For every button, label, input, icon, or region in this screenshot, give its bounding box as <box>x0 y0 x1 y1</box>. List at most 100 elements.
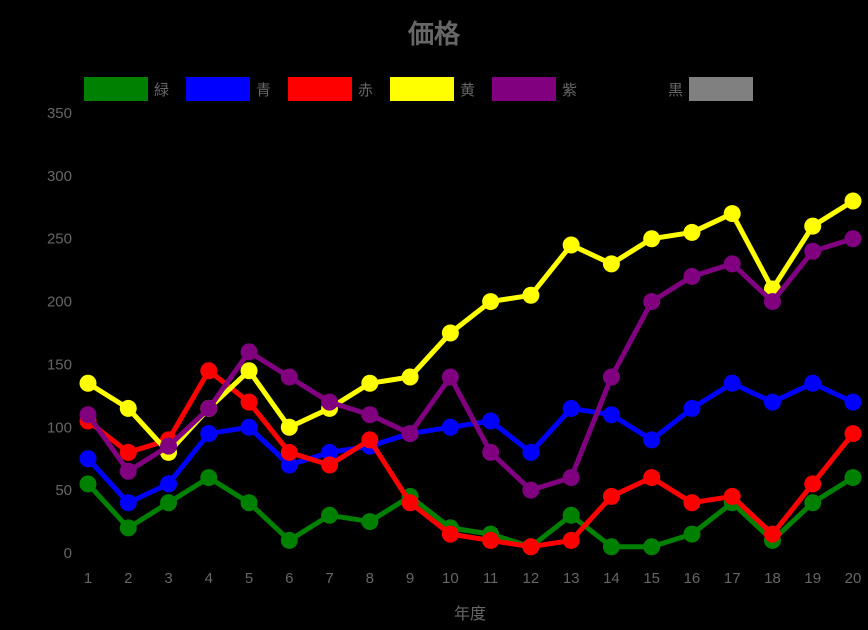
data-point[interactable] <box>522 538 540 556</box>
data-point[interactable] <box>200 399 218 417</box>
data-point[interactable] <box>240 393 258 411</box>
data-point[interactable] <box>522 286 540 304</box>
y-tick-label: 250 <box>47 231 72 248</box>
data-point[interactable] <box>723 255 741 273</box>
data-point[interactable] <box>482 443 500 461</box>
data-point[interactable] <box>321 443 339 461</box>
data-point[interactable] <box>79 374 97 392</box>
data-point[interactable] <box>683 223 701 241</box>
data-point[interactable] <box>763 393 781 411</box>
legend-item[interactable]: 緑 <box>84 77 175 101</box>
data-point[interactable] <box>844 469 862 487</box>
data-point[interactable] <box>321 456 339 474</box>
data-point[interactable] <box>361 374 379 392</box>
data-point[interactable] <box>361 513 379 531</box>
data-point[interactable] <box>844 425 862 443</box>
data-point[interactable] <box>643 538 661 556</box>
legend-item[interactable]: 黄 <box>390 77 481 101</box>
data-point[interactable] <box>240 343 258 361</box>
data-point[interactable] <box>361 431 379 449</box>
data-point[interactable] <box>280 443 298 461</box>
data-point[interactable] <box>401 425 419 443</box>
x-axis-title: 年度 <box>453 604 486 623</box>
data-point[interactable] <box>119 399 137 417</box>
legend-swatch <box>390 77 454 101</box>
data-point[interactable] <box>482 412 500 430</box>
data-point[interactable] <box>643 469 661 487</box>
data-point[interactable] <box>79 475 97 493</box>
data-point[interactable] <box>723 374 741 392</box>
data-point[interactable] <box>804 374 822 392</box>
legend-item[interactable]: 黒 <box>662 77 754 101</box>
data-point[interactable] <box>441 418 459 436</box>
data-point[interactable] <box>160 494 178 512</box>
data-point[interactable] <box>441 368 459 386</box>
data-point[interactable] <box>119 494 137 512</box>
data-point[interactable] <box>723 487 741 505</box>
legend-item[interactable]: 赤 <box>288 77 379 101</box>
data-point[interactable] <box>602 406 620 424</box>
data-point[interactable] <box>280 456 298 474</box>
data-point[interactable] <box>804 217 822 235</box>
data-point[interactable] <box>200 425 218 443</box>
y-tick-label: 200 <box>47 294 72 311</box>
data-point[interactable] <box>200 469 218 487</box>
data-point[interactable] <box>280 531 298 549</box>
x-tick-label: 14 <box>603 570 620 587</box>
data-point[interactable] <box>160 437 178 455</box>
data-point[interactable] <box>763 525 781 543</box>
data-point[interactable] <box>804 242 822 260</box>
legend-item[interactable]: 紫 <box>492 77 583 101</box>
data-point[interactable] <box>79 406 97 424</box>
data-point[interactable] <box>683 267 701 285</box>
data-point[interactable] <box>482 293 500 311</box>
data-point[interactable] <box>361 406 379 424</box>
data-point[interactable] <box>562 506 580 524</box>
data-point[interactable] <box>723 205 741 223</box>
data-point[interactable] <box>119 443 137 461</box>
data-point[interactable] <box>683 525 701 543</box>
data-point[interactable] <box>643 293 661 311</box>
data-point[interactable] <box>602 255 620 273</box>
data-point[interactable] <box>401 368 419 386</box>
data-point[interactable] <box>683 399 701 417</box>
data-point[interactable] <box>280 418 298 436</box>
data-point[interactable] <box>804 494 822 512</box>
data-point[interactable] <box>401 494 419 512</box>
data-point[interactable] <box>482 531 500 549</box>
data-point[interactable] <box>321 506 339 524</box>
data-point[interactable] <box>763 293 781 311</box>
data-point[interactable] <box>602 487 620 505</box>
data-point[interactable] <box>280 368 298 386</box>
legend-item[interactable]: 青 <box>186 77 277 101</box>
data-point[interactable] <box>562 531 580 549</box>
data-point[interactable] <box>79 450 97 468</box>
data-point[interactable] <box>562 399 580 417</box>
data-point[interactable] <box>844 230 862 248</box>
data-point[interactable] <box>240 418 258 436</box>
data-point[interactable] <box>119 462 137 480</box>
data-point[interactable] <box>200 362 218 380</box>
data-point[interactable] <box>844 192 862 210</box>
data-point[interactable] <box>522 443 540 461</box>
data-point[interactable] <box>522 481 540 499</box>
data-point[interactable] <box>602 538 620 556</box>
y-tick-label: 350 <box>47 105 72 122</box>
data-point[interactable] <box>844 393 862 411</box>
data-point[interactable] <box>683 494 701 512</box>
data-point[interactable] <box>441 525 459 543</box>
data-point[interactable] <box>804 475 822 493</box>
data-point[interactable] <box>562 236 580 254</box>
data-point[interactable] <box>643 230 661 248</box>
series-紫 <box>79 230 862 499</box>
data-point[interactable] <box>643 431 661 449</box>
data-point[interactable] <box>160 475 178 493</box>
data-point[interactable] <box>240 362 258 380</box>
data-point[interactable] <box>562 469 580 487</box>
data-point[interactable] <box>321 393 339 411</box>
legend-label: 紫 <box>562 80 578 99</box>
data-point[interactable] <box>119 519 137 537</box>
data-point[interactable] <box>240 494 258 512</box>
data-point[interactable] <box>441 324 459 342</box>
data-point[interactable] <box>602 368 620 386</box>
